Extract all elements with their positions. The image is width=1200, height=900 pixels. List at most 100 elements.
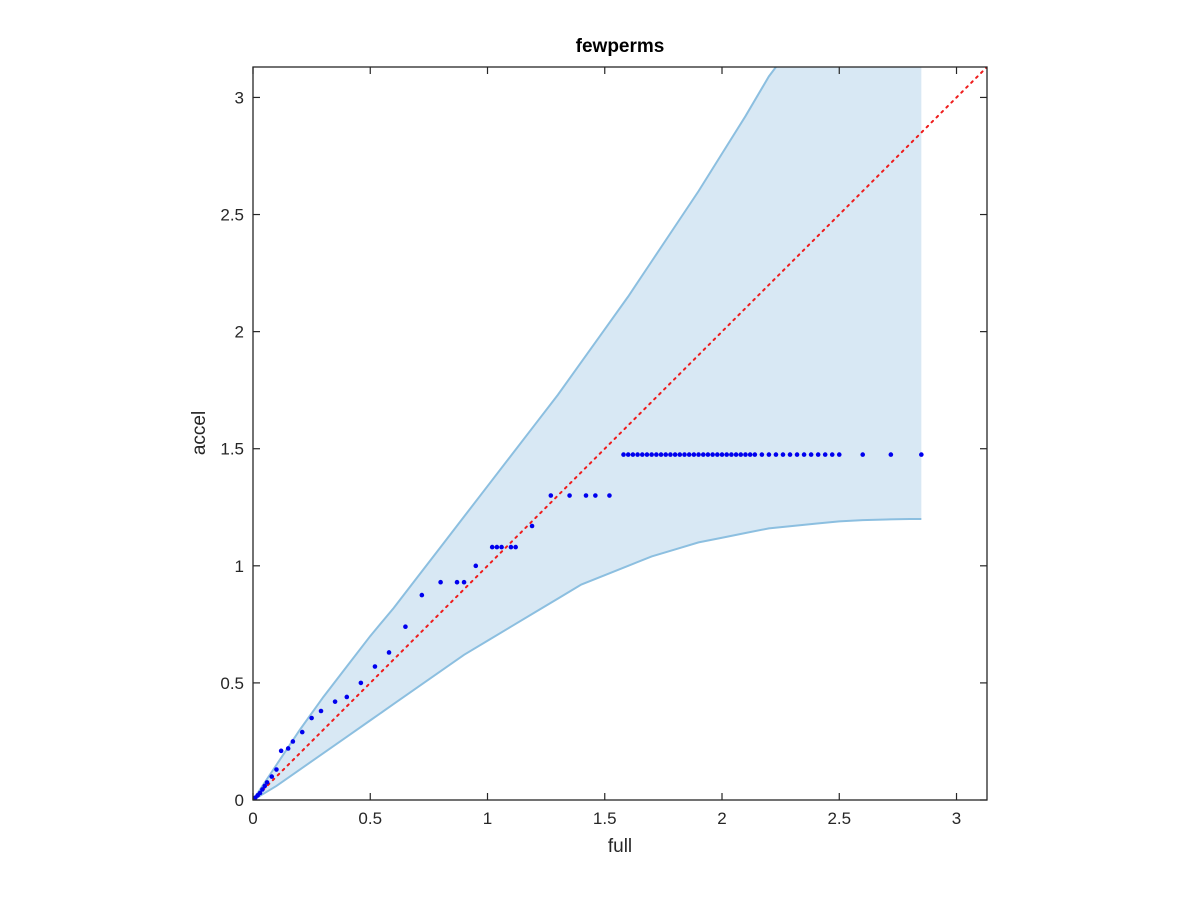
data-point [274,767,279,772]
data-point [705,452,711,457]
x-tick-label: 2.5 [827,809,851,828]
x-tick-label: 2 [717,809,726,828]
data-point [663,452,669,457]
points-layer [253,452,924,800]
data-point [529,523,535,529]
data-point [625,452,631,457]
data-point [719,452,725,457]
data-point [358,680,364,686]
y-axis-label: accel [189,411,210,455]
data-point [269,774,275,779]
data-point [672,452,678,457]
data-point [738,452,744,457]
data-point [677,452,683,457]
confidence-band-fill [253,67,922,800]
data-point [801,452,807,457]
reference-line-layer [253,67,987,800]
data-point [593,493,598,498]
chart-title: fewperms [576,36,665,57]
y-tick-label: 3 [235,88,244,107]
data-point [639,452,645,457]
data-point [508,544,514,550]
band-lower-edge [253,517,922,800]
data-point [822,452,828,457]
x-tick-label: 3 [952,809,961,828]
data-point [583,493,589,498]
data-point [262,783,268,789]
y-tick-label: 2.5 [220,206,244,225]
data-point [682,452,687,457]
data-point [621,452,626,457]
data-point [649,452,654,457]
y-tick-label: 1.5 [220,440,244,459]
data-point [635,452,640,457]
axes-box [252,66,988,801]
data-point [461,579,467,585]
data-point [888,452,894,457]
data-point [309,715,314,721]
data-point [860,452,866,457]
data-point [715,452,720,457]
data-point [733,452,739,457]
data-point [658,452,664,457]
data-point [747,452,753,457]
data-point [290,739,296,744]
x-tick-label: 1.5 [593,809,617,828]
data-point [752,452,758,457]
data-point [759,452,765,457]
data-point [808,452,814,457]
band-upper-edge [253,67,777,800]
data-point [815,452,821,457]
data-point [285,746,291,751]
data-point [773,452,779,457]
data-point [829,452,835,457]
data-point [344,694,350,700]
data-point [644,452,650,457]
data-point [513,544,518,550]
data-point [278,748,284,754]
data-point [473,563,479,569]
data-point [494,544,500,550]
data-point [724,452,729,457]
data-point [548,493,554,498]
ticks-layer: 0 0.5 1 1.5 2 2.5 3 0 0.5 1 1.5 2 2.5 3 [220,67,987,828]
x-tick-label: 0.5 [358,809,382,828]
data-point [260,787,265,792]
data-point [299,729,305,735]
x-axis-label: full [608,836,632,857]
data-point [386,650,392,655]
data-point [743,452,748,457]
data-point [654,452,659,457]
data-point [710,452,715,457]
y-tick-label: 0.5 [220,674,244,693]
data-point [836,452,842,457]
data-point [372,664,378,669]
data-point [499,544,504,550]
x-tick-label: 0 [248,809,257,828]
x-tick-label: 1 [483,809,492,828]
reference-line [253,67,987,800]
data-point [696,452,701,457]
data-point [438,579,443,585]
data-point [794,452,800,457]
data-point [729,452,734,457]
data-point [257,790,263,796]
data-point [332,699,338,704]
data-point [691,452,697,457]
data-point [489,544,495,550]
data-point [264,780,270,785]
data-point [787,452,793,457]
confidence-band-layer [253,67,922,800]
data-point [686,452,692,457]
y-tick-label: 1 [235,557,244,576]
data-point [668,452,673,457]
data-point [567,493,572,498]
data-point [318,708,324,714]
y-tick-label: 0 [235,791,244,810]
data-point [403,624,408,630]
data-point [607,493,612,498]
data-point [919,452,924,457]
data-point [766,452,772,457]
